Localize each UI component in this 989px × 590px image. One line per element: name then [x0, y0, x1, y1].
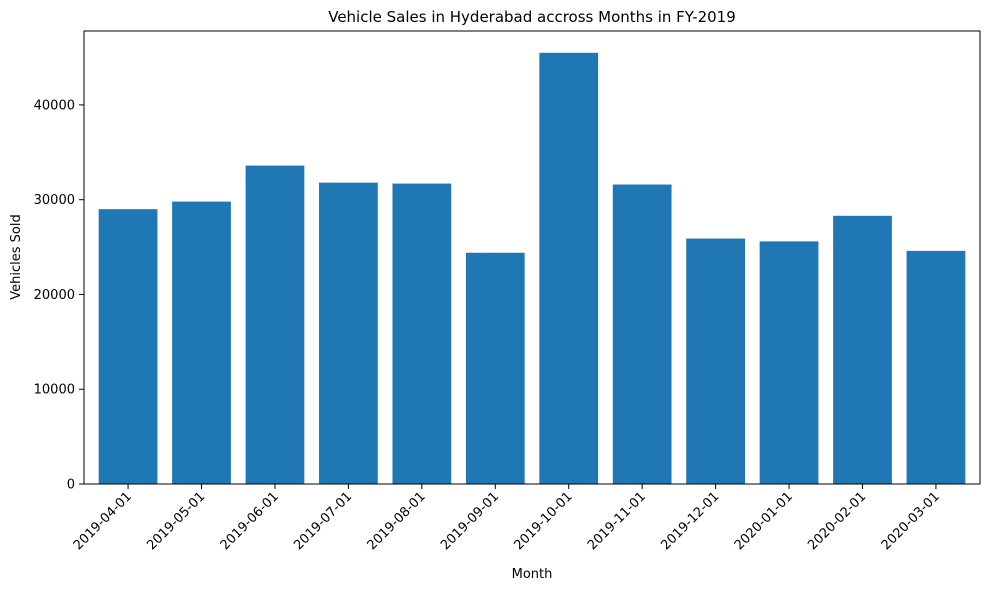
bar-2019-08-01: [392, 183, 452, 484]
bar-2019-12-01: [686, 238, 745, 484]
y-tick-label: 40000: [34, 98, 75, 113]
bars-group: [98, 52, 966, 485]
bar-2020-01-01: [759, 241, 819, 484]
x-tick-label: 2019-08-01: [365, 489, 429, 553]
x-tick-label: 2019-06-01: [218, 489, 282, 553]
x-tick-label: 2019-10-01: [512, 489, 576, 553]
plot-frame: [83, 30, 981, 485]
y-tick-label: 10000: [34, 383, 75, 398]
y-tick-label: 20000: [34, 288, 75, 303]
y-tick-label: 30000: [34, 193, 75, 208]
x-tick-label: 2019-12-01: [658, 489, 722, 553]
x-tick-label: 2019-07-01: [291, 489, 355, 553]
bar-2019-11-01: [612, 184, 672, 484]
x-tick-label: 2019-05-01: [144, 489, 208, 553]
bar-2019-06-01: [245, 165, 305, 484]
x-tick-label: 2020-02-01: [805, 489, 869, 553]
bar-2019-05-01: [172, 201, 231, 485]
bar-2019-07-01: [319, 182, 378, 484]
bar-2019-10-01: [539, 52, 599, 485]
x-tick-label: 2020-01-01: [732, 489, 796, 553]
x-tick-label: 2019-04-01: [71, 489, 135, 553]
bar-2020-02-01: [833, 215, 892, 484]
x-tick-label: 2019-11-01: [585, 489, 649, 553]
x-tick-label: 2019-09-01: [438, 489, 502, 553]
x-axis-label: Month: [512, 567, 553, 582]
bar-2019-04-01: [98, 209, 158, 484]
y-tick-label: 0: [67, 478, 75, 493]
x-tick-label: 2020-03-01: [879, 489, 943, 553]
chart-title: Vehicle Sales in Hyderabad accross Month…: [328, 8, 736, 26]
y-axis-label: Vehicles Sold: [9, 214, 24, 299]
x-axis: 2019-04-01 2019-05-01 2019-06-01 2019-07-01…: [71, 484, 943, 553]
y-axis: 0 10000 20000 30000 40000: [34, 98, 84, 493]
bar-2020-03-01: [906, 250, 966, 484]
bar-2019-09-01: [465, 252, 525, 484]
